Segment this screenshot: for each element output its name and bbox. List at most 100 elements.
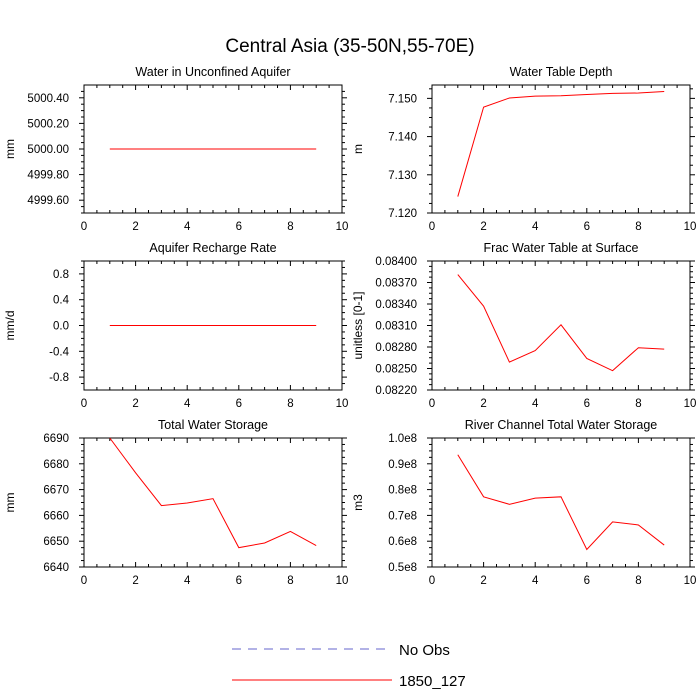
x-tick-label: 8 [287, 221, 293, 233]
y-axis-label: mm [3, 493, 17, 513]
x-tick-label: 2 [132, 398, 138, 410]
y-tick-label: 0.08310 [375, 321, 417, 333]
x-tick-label: 2 [480, 398, 486, 410]
chart-panel-6: River Channel Total Water Storage m3 0 2 4 6 8… [351, 418, 696, 587]
y-tick-label: 6690 [43, 433, 69, 445]
x-tick-label: 10 [336, 398, 349, 410]
chart-panel-4: Frac Water Table at Surface unitless [0-1… [351, 241, 696, 410]
legend-label-no-obs: No Obs [399, 642, 450, 659]
x-tick-label: 10 [336, 221, 349, 233]
y-tick-label: 7.130 [388, 170, 417, 182]
y-tick-label: 6660 [43, 510, 69, 522]
x-tick-label: 8 [635, 221, 641, 233]
x-tick-label: 2 [480, 221, 486, 233]
y-tick-label: 0.7e8 [388, 510, 417, 522]
y-tick-label: 0.8 [53, 269, 69, 281]
chart-panel-3: Aquifer Recharge Rate mm/d 0 2 4 6 8 10 -0.8 -0.4… [3, 241, 348, 410]
chart-panel-1: Water in Unconfined Aquifer mm 0 2 4 6 8 10 4999… [3, 65, 348, 233]
x-tick-label: 0 [81, 221, 87, 233]
x-tick-label: 4 [184, 575, 191, 587]
y-tick-label: 5000.20 [27, 118, 69, 130]
x-tick-label: 4 [532, 221, 539, 233]
y-tick-label: 7.150 [388, 93, 417, 105]
panel-title: Water Table Depth [510, 65, 613, 79]
y-tick-label: 0.5e8 [388, 562, 417, 574]
y-tick-label: 1.0e8 [388, 433, 417, 445]
series-line-1850-127 [109, 437, 317, 549]
y-tick-label: 6680 [43, 459, 69, 471]
x-tick-label: 2 [132, 575, 138, 587]
x-tick-label: 10 [684, 398, 697, 410]
plot-frame [431, 84, 691, 214]
x-tick-label: 6 [584, 221, 590, 233]
x-tick-label: 6 [584, 575, 590, 587]
legend-label-1850-127: 1850_127 [399, 673, 466, 690]
y-tick-label: 0.9e8 [388, 459, 417, 471]
panels: Water in Unconfined Aquifer mm 0 2 4 6 8 10 4999… [3, 65, 696, 587]
y-axis-label: m3 [351, 494, 365, 511]
y-tick-label: 5000.40 [27, 93, 69, 105]
y-tick-label: 0.08340 [375, 299, 417, 311]
figure-title: Central Asia (35-50N,55-70E) [225, 36, 474, 57]
x-tick-label: 10 [684, 221, 697, 233]
y-tick-label: 6650 [43, 536, 69, 548]
y-tick-label: 0.08220 [375, 385, 417, 397]
y-tick-label: 6640 [43, 562, 69, 574]
y-tick-label: 0.0 [53, 321, 69, 333]
y-tick-label: 4999.60 [27, 195, 69, 207]
x-tick-label: 0 [429, 398, 435, 410]
x-tick-label: 10 [336, 575, 349, 587]
x-tick-label: 4 [184, 221, 191, 233]
y-axis-label: mm/d [3, 311, 17, 341]
x-tick-label: 8 [635, 575, 641, 587]
x-tick-label: 0 [429, 575, 435, 587]
x-tick-label: 6 [236, 398, 242, 410]
chart-panel-2: Water Table Depth m 0 2 4 6 8 10 7.120 7.130 7.140… [351, 65, 696, 233]
y-axis-label: m [351, 144, 365, 154]
series-line-1850-127 [457, 91, 665, 197]
x-tick-label: 6 [236, 221, 242, 233]
chart-panel-5: Total Water Storage mm 0 2 4 6 8 10 6640 6650 6660… [3, 418, 348, 587]
x-tick-label: 10 [684, 575, 697, 587]
x-tick-label: 0 [81, 575, 87, 587]
y-tick-label: 4999.80 [27, 170, 69, 182]
y-axis-label: mm [3, 139, 17, 159]
plot-frame [431, 437, 691, 568]
y-tick-label: -0.8 [49, 372, 69, 384]
y-tick-label: 7.120 [388, 208, 417, 220]
plot-frame [83, 437, 343, 568]
x-tick-label: 8 [287, 398, 293, 410]
x-tick-label: 0 [429, 221, 435, 233]
x-tick-label: 6 [584, 398, 590, 410]
x-tick-label: 4 [532, 398, 539, 410]
y-tick-label: 0.08400 [375, 256, 417, 268]
x-tick-label: 8 [635, 398, 641, 410]
legend: No Obs 1850_127 [232, 642, 466, 690]
y-tick-label: 0.08250 [375, 364, 417, 376]
panel-title: Frac Water Table at Surface [484, 241, 639, 255]
y-tick-label: 0.08370 [375, 278, 417, 290]
y-tick-label: -0.4 [49, 346, 69, 358]
x-tick-label: 0 [81, 398, 87, 410]
y-tick-label: 5000.00 [27, 144, 69, 156]
y-axis-label: unitless [0-1] [351, 291, 365, 359]
series-line-1850-127 [457, 274, 665, 372]
x-tick-label: 4 [532, 575, 539, 587]
y-tick-label: 0.4 [53, 295, 70, 307]
y-tick-label: 0.6e8 [388, 536, 417, 548]
series-line-1850-127 [457, 454, 665, 551]
x-tick-label: 4 [184, 398, 191, 410]
x-tick-label: 2 [132, 221, 138, 233]
panel-title: River Channel Total Water Storage [465, 418, 658, 432]
panel-title: Total Water Storage [158, 418, 268, 432]
panel-title: Water in Unconfined Aquifer [135, 65, 290, 79]
y-tick-label: 0.08280 [375, 342, 417, 354]
y-tick-label: 0.8e8 [388, 485, 417, 497]
x-tick-label: 2 [480, 575, 486, 587]
y-tick-label: 7.140 [388, 132, 417, 144]
panel-title: Aquifer Recharge Rate [149, 241, 276, 255]
y-tick-label: 6670 [43, 485, 69, 497]
x-tick-label: 8 [287, 575, 293, 587]
x-tick-label: 6 [236, 575, 242, 587]
